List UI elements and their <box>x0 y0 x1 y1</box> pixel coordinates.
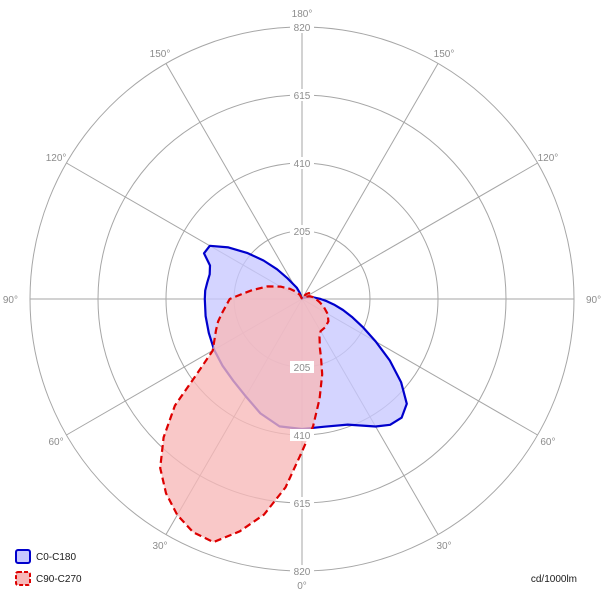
radial-tick-label-bottom-615: 615 <box>294 499 311 510</box>
angle-label-0: 0° <box>297 581 307 592</box>
legend-label-c0-c180: C0-C180 <box>36 552 76 563</box>
angle-label-right-90: 90° <box>586 295 601 306</box>
series-layer <box>159 244 408 544</box>
tick-label-bg <box>290 225 314 237</box>
angle-label-left-120: 120° <box>46 153 67 164</box>
unit-label: cd/1000lm <box>531 574 577 585</box>
legend-swatch-c90-c270 <box>15 571 31 586</box>
tick-label-bg <box>290 497 314 509</box>
tick-labels: 205 205 410 410 615 615 820 820 0° 30° 30° 60° 60° 90… <box>3 9 601 592</box>
angle-label-right-150: 150° <box>434 49 455 60</box>
tick-label-bg <box>290 565 314 577</box>
tick-label-bg <box>290 157 314 169</box>
radial-tick-label-bottom-205: 205 <box>294 363 311 374</box>
angle-label-right-30: 30° <box>436 541 451 552</box>
angle-label-right-60: 60° <box>540 437 555 448</box>
angle-label-left-30: 30° <box>152 541 167 552</box>
radial-tick-label-top-205: 205 <box>294 227 311 238</box>
angle-label-left-60: 60° <box>48 437 63 448</box>
legend-swatch-c0-c180 <box>15 549 31 564</box>
tick-label-bg <box>290 361 314 373</box>
radial-tick-label-bottom-820: 820 <box>294 567 311 578</box>
radial-tick-label-top-820: 820 <box>294 23 311 34</box>
legend: C0-C180 C90-C270 <box>15 549 82 586</box>
series-c90-c270-curve <box>159 285 330 544</box>
radial-tick-label-top-615: 615 <box>294 91 311 102</box>
angle-label-left-90: 90° <box>3 295 18 306</box>
tick-label-bg <box>290 21 314 33</box>
angle-label-180: 180° <box>292 9 313 20</box>
radial-tick-label-bottom-410: 410 <box>294 431 311 442</box>
radial-tick-label-top-410: 410 <box>294 159 311 170</box>
angle-label-right-120: 120° <box>538 153 559 164</box>
tick-label-bg <box>290 429 314 441</box>
tick-label-bg <box>290 89 314 101</box>
legend-label-c90-c270: C90-C270 <box>36 574 82 585</box>
angle-label-left-150: 150° <box>150 49 171 60</box>
